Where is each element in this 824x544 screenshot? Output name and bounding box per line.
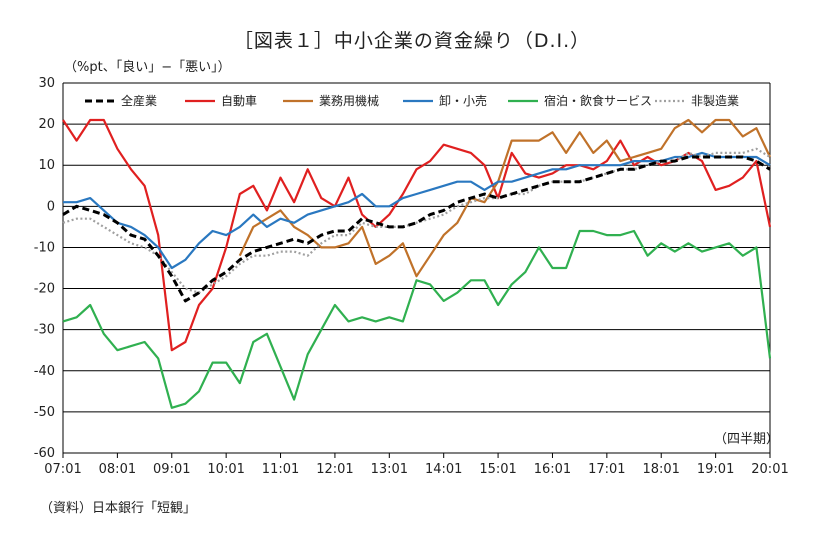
x-tick-label: 20:01	[751, 462, 788, 477]
x-tick-label: 09:01	[153, 462, 190, 477]
y-tick-label: 30	[38, 76, 55, 91]
y-axis-ticks: 30 20 10 0 -10 -20 -30 -40 -50 -60	[34, 76, 55, 461]
y-tick-label: -50	[34, 405, 55, 420]
legend-label-0: 全産業	[121, 93, 157, 108]
legend-label-3: 卸・小売	[439, 93, 487, 108]
x-tick-label: 12:01	[316, 462, 353, 477]
plot-frame	[62, 83, 771, 453]
x-tick-label: 16:01	[534, 462, 571, 477]
x-tick-label: 14:01	[425, 462, 462, 477]
legend-label-4: 宿泊・飲食サービス	[544, 93, 652, 108]
legend-label-5: 非製造業	[691, 94, 739, 108]
series-line-0	[62, 155, 771, 303]
y-tick-label: -40	[34, 364, 55, 379]
x-tick-label: 10:01	[207, 462, 244, 477]
x-tick-label: 15:01	[479, 462, 516, 477]
y-axis-unit-label: （%pt、「良い」−「悪い」）	[64, 60, 231, 75]
x-tick-label: 13:01	[371, 462, 408, 477]
y-tick-label: -60	[34, 446, 55, 461]
series-line-5	[62, 147, 771, 294]
x-axis-ticks: 07:01 08:01 09:01 10:01 11:01 12:01 13:01 14:01…	[44, 453, 789, 477]
legend-label-1: 自動車	[221, 94, 257, 108]
series-lines	[62, 118, 772, 409]
grid-lines	[63, 82, 770, 454]
y-tick-label: -20	[34, 282, 55, 297]
y-tick-label: 20	[38, 117, 55, 132]
y-tick-label: 0	[47, 199, 55, 214]
x-tick-label: 17:01	[588, 462, 625, 477]
x-tick-label: 08:01	[99, 462, 136, 477]
x-tick-label: 07:01	[44, 462, 81, 477]
source-note: （資料）日本銀行「短観」	[40, 501, 197, 516]
x-tick-label: 18:01	[642, 462, 679, 477]
x-tick-label: 19:01	[697, 462, 734, 477]
legend-label-2: 業務用機械	[319, 93, 379, 108]
x-tick-label: 11:01	[262, 462, 299, 477]
y-tick-label: -30	[34, 323, 55, 338]
y-tick-label: -10	[34, 240, 55, 255]
series-line-4	[62, 229, 772, 409]
series-line-1	[62, 118, 772, 352]
series-line-3	[63, 151, 771, 270]
y-tick-label: 10	[38, 158, 55, 173]
legend: 全産業 自動車 業務用機械 卸・小売 宿泊・飲食サービス 非製造業	[85, 93, 739, 108]
series-line-2	[238, 118, 771, 278]
period-label: （四半期）	[714, 432, 779, 447]
chart-title: ［図表１］中小企業の資金繰り（D.I.）	[233, 30, 591, 52]
